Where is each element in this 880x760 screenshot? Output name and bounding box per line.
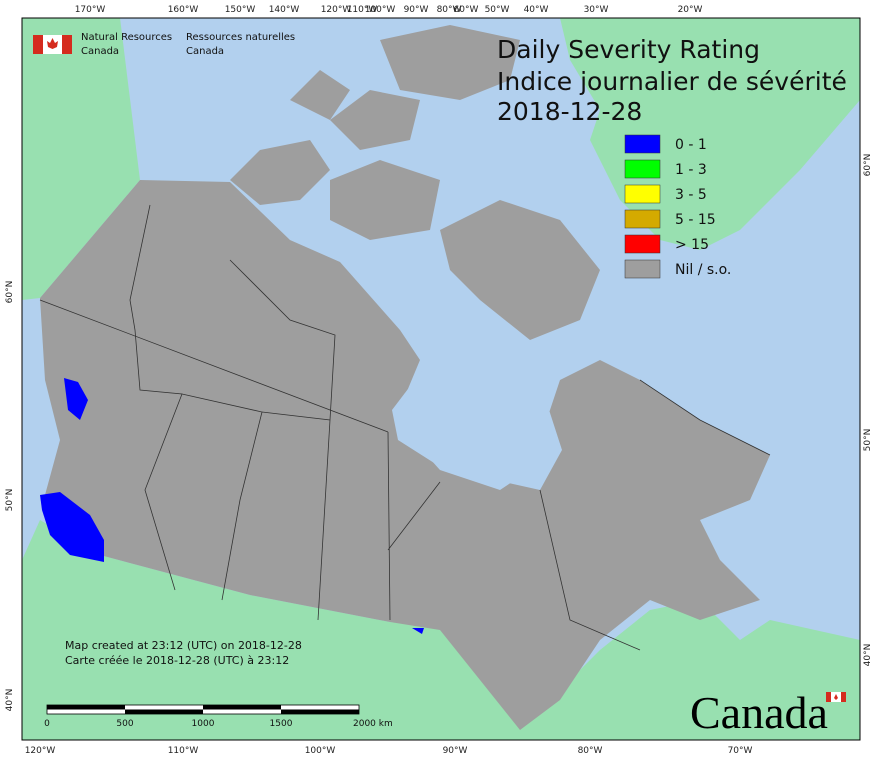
legend-label: 5 - 15 [675, 212, 716, 228]
graticule-label: 40°W [524, 5, 549, 15]
island [380, 25, 520, 100]
graticule-label: 30°W [584, 5, 609, 15]
graticule-label: 70°W [728, 746, 753, 756]
graticule-label: 100°W [365, 5, 396, 15]
hudson-bay [392, 360, 562, 490]
legend-label: 0 - 1 [675, 137, 707, 153]
title: Daily Severity Rating [497, 35, 760, 64]
graticule-label: 110°W [168, 746, 199, 756]
frame [21, 17, 861, 741]
dsr-area [412, 628, 424, 634]
graticule-label: 170°W [75, 5, 106, 15]
scale-label: 0 [44, 719, 50, 729]
title: 2018-12-28 [497, 97, 642, 126]
dsr-area [64, 378, 88, 420]
graticule-label: 120°W [25, 746, 56, 756]
legend-swatch [624, 159, 661, 179]
graticule-label: 160°W [168, 5, 199, 15]
scale-label: 1500 [270, 719, 293, 729]
graticule-label: 50°W [485, 5, 510, 15]
scale-label: 2000 km [353, 719, 393, 729]
legend-label: > 15 [675, 237, 709, 253]
alaska [22, 18, 140, 300]
island [330, 90, 420, 150]
graticule-label: 80°W [578, 746, 603, 756]
legend-swatch [624, 184, 661, 204]
graticule-label: 20°W [678, 5, 703, 15]
org-fr: Canada [186, 46, 224, 57]
graticule-label: 60°N [863, 154, 873, 177]
boundary [39, 204, 771, 651]
graticule-label: 90°W [443, 746, 468, 756]
scale-label: 1000 [192, 719, 215, 729]
legend-swatch [624, 134, 661, 154]
dsr-area [40, 492, 104, 562]
graticule-label: 140°W [269, 5, 300, 15]
graticule-label: 60°N [5, 281, 15, 304]
graticule-label: 150°W [225, 5, 256, 15]
legend-swatch [624, 209, 661, 229]
wordmark-flag [826, 692, 846, 702]
legend-label: 1 - 3 [675, 162, 707, 178]
graticule-label: 40°N [5, 689, 15, 712]
org-en: Canada [81, 46, 119, 57]
legend-swatch [624, 234, 661, 254]
graticule-label: 80°W [437, 5, 462, 15]
org-en: Natural Resources [81, 32, 172, 43]
graticule-label: 100°W [305, 746, 336, 756]
scale-bar [46, 704, 360, 715]
graticule-label: 60°W [454, 5, 479, 15]
title: Indice journalier de sévérité [497, 67, 847, 96]
org-fr: Ressources naturelles [186, 32, 295, 43]
graticule-label: 120°W [321, 5, 352, 15]
island [230, 140, 330, 205]
flag [33, 35, 72, 54]
legend-swatch [624, 259, 661, 279]
graticule-label: 110°W [347, 5, 378, 15]
graticule-label: 50°N [5, 489, 15, 512]
note: Carte créée le 2018-12-28 (UTC) à 23:12 [65, 654, 289, 667]
legend-label: 3 - 5 [675, 187, 707, 203]
canada [40, 180, 770, 730]
island [290, 70, 350, 120]
island [330, 160, 440, 240]
note: Map created at 23:12 (UTC) on 2018-12-28 [65, 639, 302, 652]
baffin-island [440, 200, 600, 340]
wordmark: Canada [690, 687, 828, 738]
graticule-label: 90°W [404, 5, 429, 15]
legend-label: Nil / s.o. [675, 262, 731, 278]
graticule-label: 40°N [863, 644, 873, 667]
scale-label: 500 [116, 719, 133, 729]
graticule-label: 50°N [863, 429, 873, 452]
